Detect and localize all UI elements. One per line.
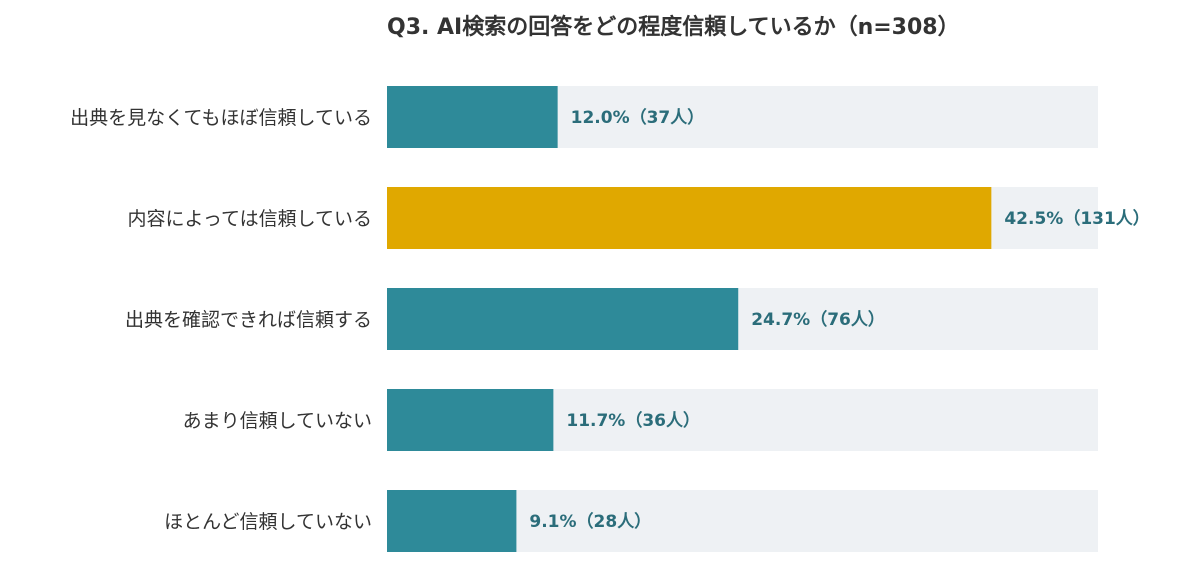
bar [387,490,517,552]
category-label: 内容によっては信頼している [127,208,372,230]
category-label: ほとんど信頼していない [164,511,372,533]
bar [387,288,739,350]
category-label: あまり信頼していない [183,410,372,432]
category-label: 出典を見なくてもほぼ信頼している [70,107,372,129]
bars-group: 出典を見なくてもほぼ信頼している 12.0%（37人） 内容によっては信頼している 4… [70,86,1150,552]
bar [387,86,558,148]
category-label: 出典を確認できれば信頼する [125,309,372,331]
data-label: 24.7%（76人） [751,309,885,330]
bar [387,389,554,451]
data-label: 12.0%（37人） [571,107,705,128]
data-label: 9.1%（28人） [529,511,651,532]
data-label: 42.5%（131人） [1004,208,1149,229]
chart-title: Q3. AI検索の回答をどの程度信頼しているか（n=308） [387,14,960,40]
data-label: 11.7%（36人） [566,410,700,431]
bar [387,187,992,249]
